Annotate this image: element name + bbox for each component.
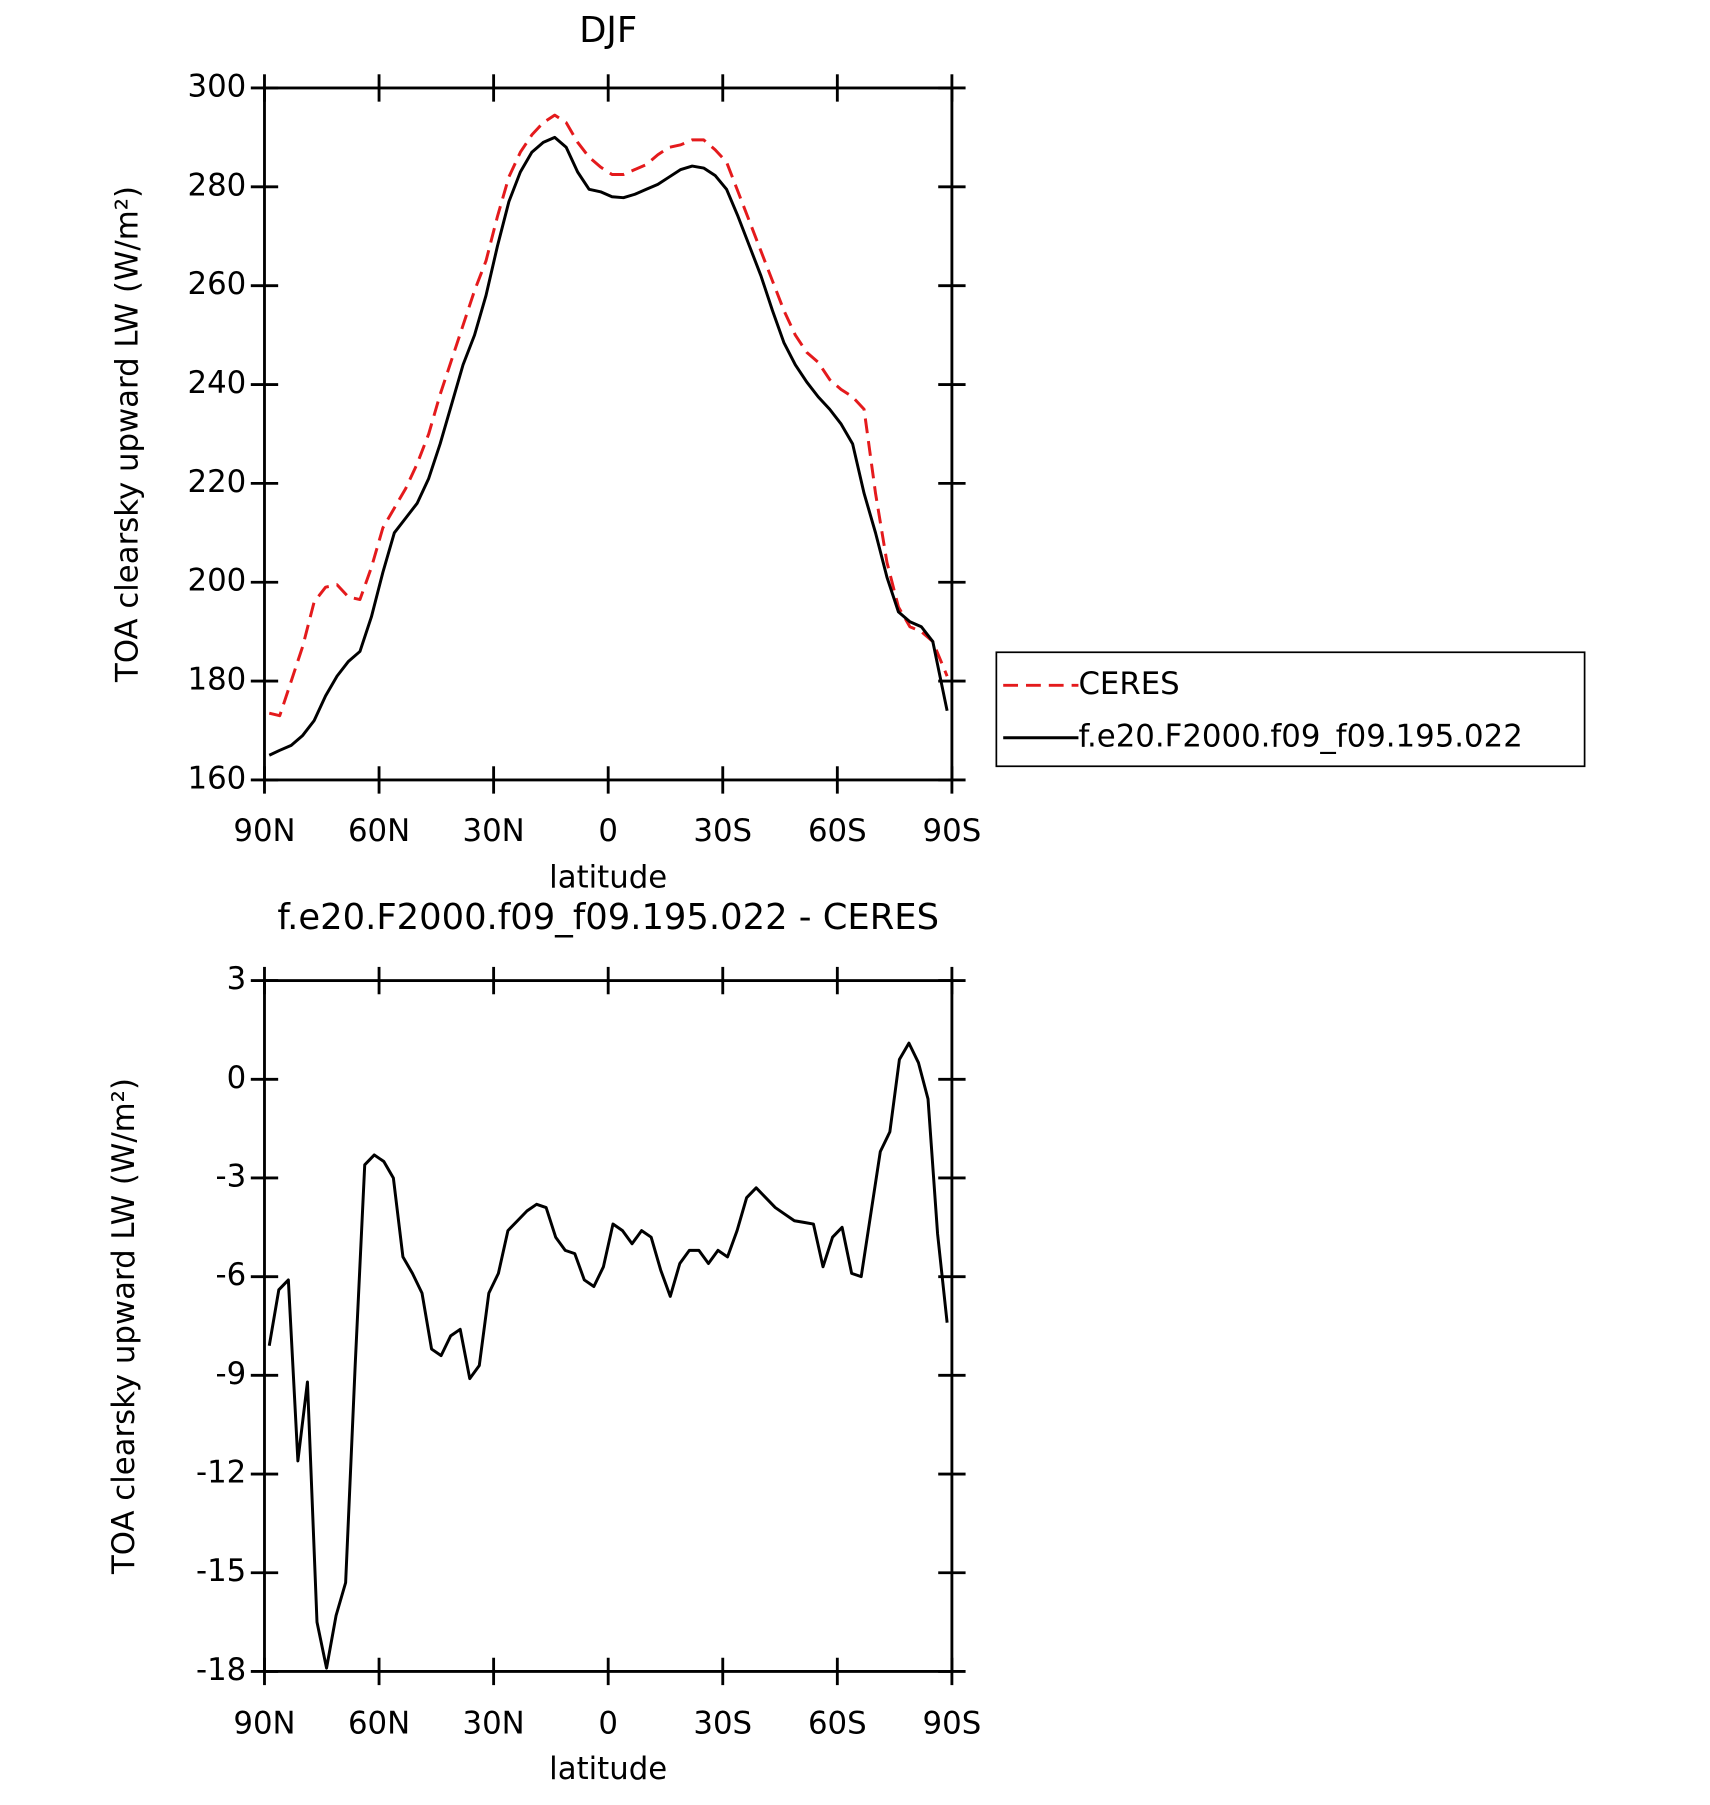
y-tick-label: 300 <box>188 68 247 104</box>
y-axis-label: TOA clearsky upward LW (W/m²) <box>109 186 145 683</box>
y-tick-label: -18 <box>196 1652 246 1688</box>
y-axis-label: TOA clearsky upward LW (W/m²) <box>106 1078 142 1575</box>
y-tick-label: 0 <box>227 1060 247 1096</box>
x-tick-label: 90N <box>233 813 295 849</box>
y-tick-label: 180 <box>188 662 247 698</box>
data-line <box>268 135 949 757</box>
y-tick-label: 280 <box>188 167 247 203</box>
x-tick-label: 90S <box>923 1706 982 1742</box>
y-tick-label: 3 <box>227 961 247 997</box>
legend-frame <box>995 651 1586 768</box>
x-tick-label: 0 <box>598 1706 618 1742</box>
plot-frame <box>263 979 954 1673</box>
x-tick-label: 90N <box>233 1706 295 1742</box>
legend: CERES f.e20.F2000.f09_f09.195.022 <box>995 651 1586 768</box>
y-tick-label: 260 <box>188 266 247 302</box>
data-line <box>268 113 949 718</box>
y-tick-label: -15 <box>196 1553 246 1589</box>
y-tick-label: 200 <box>188 563 247 599</box>
chart-title: DJF <box>579 10 637 51</box>
data-line <box>267 1041 949 1670</box>
x-tick-label: 60S <box>808 813 867 849</box>
x-tick-label: 60S <box>808 1706 867 1742</box>
y-tick-label: -6 <box>216 1257 247 1293</box>
x-tick-label: 60N <box>348 1706 410 1742</box>
x-tick-label: 0 <box>598 813 618 849</box>
y-tick-label: -9 <box>216 1356 247 1392</box>
y-tick-label: 240 <box>188 365 247 401</box>
x-axis-label: latitude <box>549 860 667 896</box>
legend-label: f.e20.F2000.f09_f09.195.022 <box>1078 718 1522 754</box>
y-tick-label: -3 <box>216 1158 247 1194</box>
y-tick-label: 160 <box>188 760 247 796</box>
x-tick-label: 90S <box>923 813 982 849</box>
plot-frame <box>263 86 954 782</box>
x-tick-label: 30S <box>693 813 752 849</box>
y-tick-label: -12 <box>196 1455 246 1491</box>
x-tick-label: 60N <box>348 813 410 849</box>
legend-label: CERES <box>1078 666 1179 702</box>
x-tick-label: 30S <box>693 1706 752 1742</box>
y-tick-label: 220 <box>188 464 247 500</box>
chart-title: f.e20.F2000.f09_f09.195.022 - CERES <box>277 897 939 938</box>
x-tick-label: 30N <box>463 813 525 849</box>
x-tick-label: 30N <box>463 1706 525 1742</box>
x-axis-label: latitude <box>549 1751 667 1787</box>
